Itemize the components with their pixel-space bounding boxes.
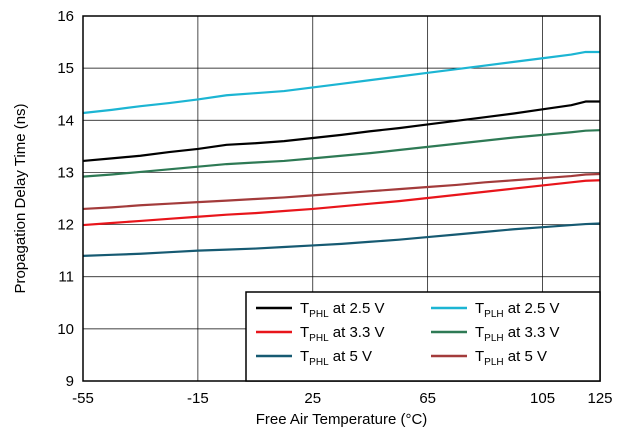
y-tick-label: 14: [57, 112, 74, 129]
legend-label: TPLH at 3.3 V: [475, 324, 560, 344]
y-tick-label: 13: [57, 164, 74, 181]
x-tick-label: -15: [187, 390, 209, 407]
series-line-4: [82, 129, 601, 178]
y-tick-label: 10: [57, 321, 74, 338]
series-line-2: [82, 222, 601, 257]
series-line-3: [82, 50, 600, 115]
legend-label: TPLH at 2.5 V: [475, 300, 560, 320]
y-tick-label: 9: [66, 373, 74, 390]
x-tick-label: 105: [530, 390, 555, 407]
y-tick-labels: 9 10 11 12 13 14 15 16: [57, 8, 74, 390]
y-axis-title: Propagation Delay Time (ns): [12, 103, 29, 293]
series-line-5: [82, 172, 601, 211]
y-tick-label: 12: [57, 217, 74, 234]
y-tick-label: 16: [57, 8, 74, 25]
legend: TPHL at 2.5 V TPLH at 2.5 V TPHL at 3.3 V T…: [245, 291, 601, 382]
legend-label: TPHL at 5 V: [300, 348, 372, 368]
legend-label: TPLH at 5 V: [475, 348, 547, 368]
x-tick-label: 125: [587, 390, 612, 407]
x-tick-labels: -55 -15 25 65 105 125: [72, 390, 612, 407]
legend-label: TPHL at 2.5 V: [300, 300, 385, 320]
series-line-0: [82, 100, 600, 163]
x-tick-label: -55: [72, 390, 94, 407]
x-tick-label: 65: [419, 390, 436, 407]
y-tick-label: 15: [57, 60, 74, 77]
series-line-1: [82, 179, 601, 227]
x-axis-title: Free Air Temperature (°C): [256, 411, 428, 428]
y-tick-label: 11: [58, 269, 74, 286]
x-tick-label: 25: [304, 390, 321, 407]
series-lines: [82, 50, 601, 257]
legend-label: TPHL at 3.3 V: [300, 324, 385, 344]
legend-box: [245, 291, 601, 382]
